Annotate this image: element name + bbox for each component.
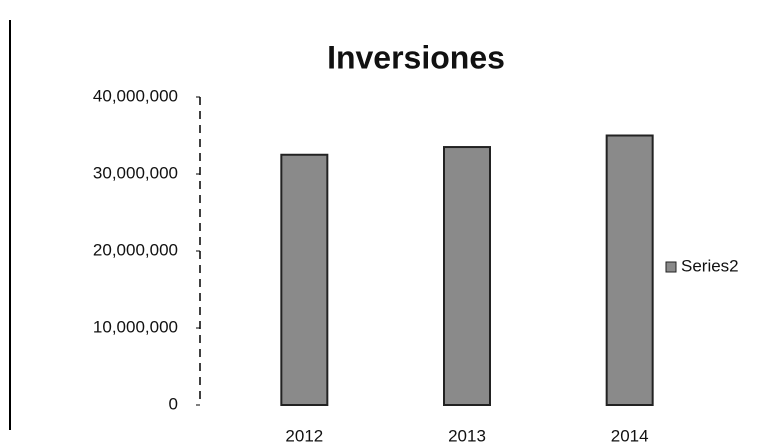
y-tick-label: 30,000,000 — [93, 163, 178, 182]
x-tick-label: 2013 — [448, 426, 486, 445]
bar — [443, 146, 491, 407]
legend-label: Series2 — [681, 256, 739, 275]
x-tick-label: 2014 — [611, 426, 649, 445]
y-tick-label: 10,000,000 — [93, 317, 178, 336]
x-tick-label: 2012 — [285, 426, 323, 445]
y-tick-label: 20,000,000 — [93, 240, 178, 259]
chart-title: Inversiones — [327, 39, 505, 75]
legend-swatch — [665, 261, 677, 273]
bar — [280, 153, 329, 406]
y-tick-label: 40,000,000 — [93, 86, 178, 105]
y-tick-label: 0 — [169, 394, 178, 413]
bar — [605, 134, 654, 406]
